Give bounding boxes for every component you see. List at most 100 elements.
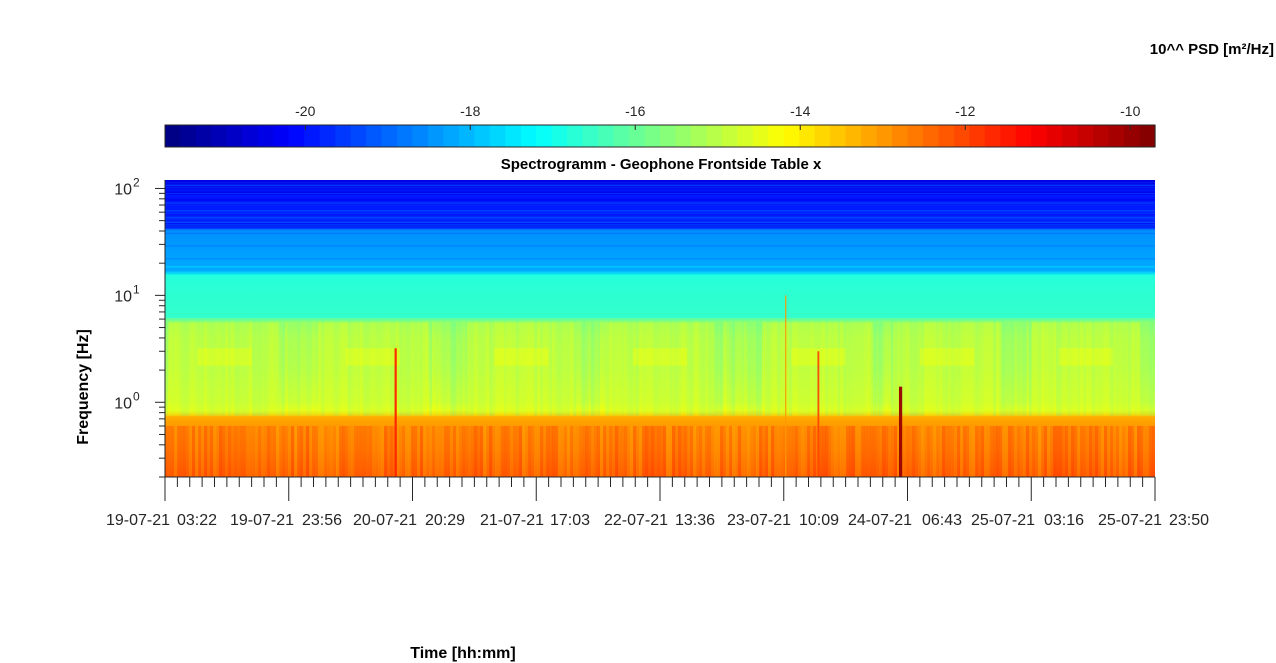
psd-column (1116, 425, 1120, 477)
psd-column (294, 320, 298, 416)
psd-column (1077, 425, 1081, 477)
activity-patch (892, 322, 1002, 413)
psd-column (867, 425, 871, 477)
psd-column (465, 320, 469, 416)
psd-column (999, 320, 1003, 416)
psd-column (1068, 425, 1072, 477)
psd-column (804, 320, 808, 416)
psd-column (1059, 425, 1063, 477)
psd-column (462, 320, 466, 416)
psd-column (756, 425, 760, 477)
psd-column (978, 320, 982, 416)
colorbar-segment (458, 125, 475, 147)
psd-column (669, 320, 673, 416)
psd-column (318, 425, 322, 477)
psd-column (723, 425, 727, 477)
psd-column (717, 425, 721, 477)
psd-column (1143, 320, 1147, 416)
psd-column (813, 425, 817, 477)
psd-column (705, 320, 709, 416)
psd-column (285, 425, 289, 477)
psd-column (648, 320, 652, 416)
colorbar-segment (505, 125, 522, 147)
psd-column (675, 425, 679, 477)
psd-column (219, 320, 223, 416)
y-axis-label: Frequency [Hz] (75, 329, 92, 445)
psd-column (699, 320, 703, 416)
psd-column (894, 425, 898, 477)
psd-column (939, 320, 943, 416)
psd-column (1065, 425, 1069, 477)
psd-column (369, 320, 373, 416)
psd-column (399, 425, 403, 477)
psd-column (312, 425, 316, 477)
psd-column (1029, 425, 1033, 477)
psd-column (798, 320, 802, 416)
psd-column (396, 425, 400, 477)
colorbar-segment (721, 125, 738, 147)
psd-column (918, 425, 922, 477)
psd-column (1128, 425, 1132, 477)
psd-column (864, 320, 868, 416)
psd-column (249, 425, 253, 477)
psd-column (714, 425, 718, 477)
activity-patch (197, 348, 252, 366)
psd-column (741, 320, 745, 416)
psd-column (501, 320, 505, 416)
psd-column (912, 425, 916, 477)
psd-column (543, 425, 547, 477)
psd-column (636, 425, 640, 477)
psd-column (327, 320, 331, 416)
psd-column (1071, 320, 1075, 416)
psd-column (645, 425, 649, 477)
psd-column (999, 425, 1003, 477)
psd-column (483, 320, 487, 416)
psd-column (981, 425, 985, 477)
psd-column (483, 425, 487, 477)
y-tick-exponent: 1 (133, 282, 140, 296)
psd-column (1107, 320, 1111, 416)
psd-column (963, 425, 967, 477)
colorbar-tick-label: -10 (1120, 103, 1140, 119)
psd-column (441, 320, 445, 416)
psd-column (525, 425, 529, 477)
x-axis: 19-07-21 03:22 19-07-21 23:56 20-07-21 20:29 2… (106, 476, 1209, 529)
psd-column (372, 425, 376, 477)
colorbar-segment (412, 125, 429, 147)
psd-column (879, 425, 883, 477)
psd-column (735, 425, 739, 477)
psd-column (357, 320, 361, 416)
colorbar-segment (1139, 125, 1156, 147)
psd-column (1140, 320, 1144, 416)
psd-column (831, 425, 835, 477)
psd-column (651, 320, 655, 416)
psd-column (519, 425, 523, 477)
psd-column (255, 425, 259, 477)
colorbar-segment (768, 125, 785, 147)
psd-column (639, 425, 643, 477)
psd-column (327, 425, 331, 477)
psd-column (996, 320, 1000, 416)
psd-column (660, 425, 664, 477)
psd-column (363, 425, 367, 477)
psd-column (1005, 320, 1009, 416)
psd-column (375, 425, 379, 477)
psd-column (579, 320, 583, 416)
psd-column (333, 320, 337, 416)
psd-column (657, 320, 661, 416)
psd-column (387, 320, 391, 416)
psd-column (1110, 320, 1114, 416)
psd-column (390, 320, 394, 416)
psd-column (363, 320, 367, 416)
colorbar-segment (381, 125, 398, 147)
psd-column (663, 425, 667, 477)
psd-column (681, 320, 685, 416)
psd-column (423, 425, 427, 477)
psd-column (339, 425, 343, 477)
psd-column (540, 320, 544, 416)
psd-column (960, 320, 964, 416)
psd-column (966, 320, 970, 416)
psd-column (255, 320, 259, 416)
psd-column (591, 320, 595, 416)
psd-column (402, 320, 406, 416)
